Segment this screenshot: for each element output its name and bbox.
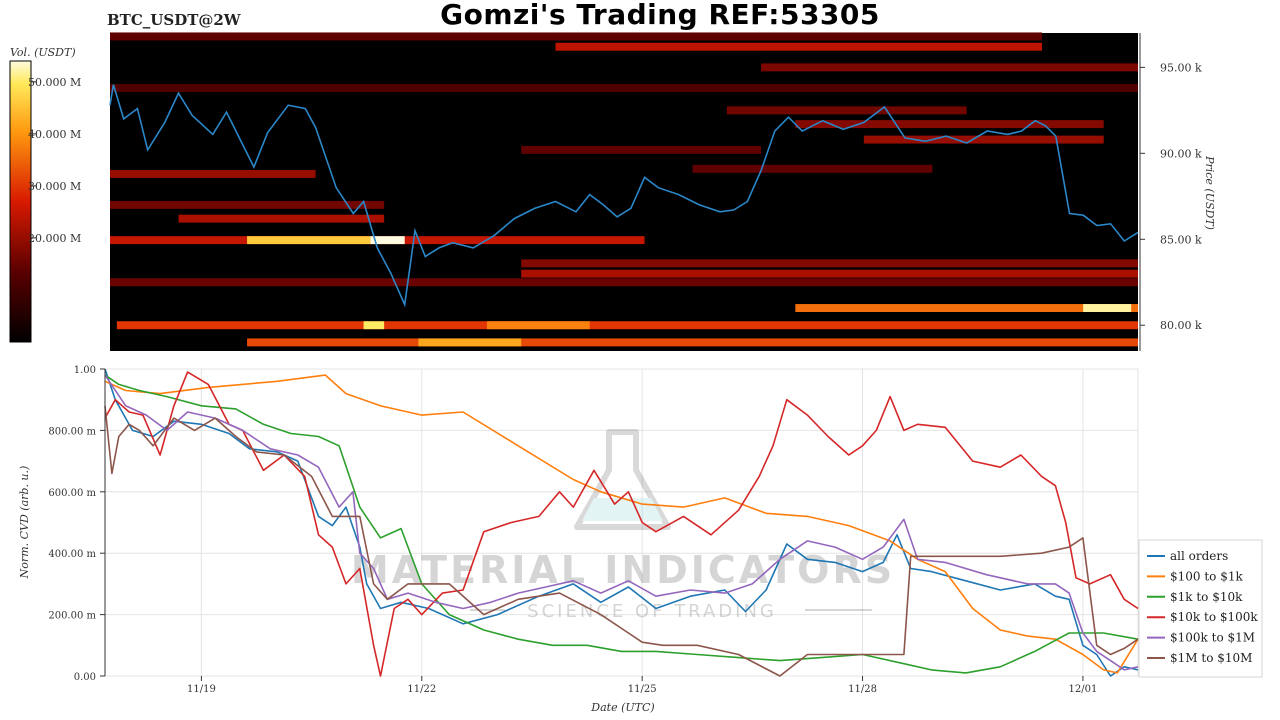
cvd-y-tick-label: 400.00 m [48, 549, 96, 560]
price-axis-tick-label: 80.00 k [1160, 319, 1202, 332]
heatmap-band [795, 120, 1104, 129]
heatmap-band [110, 84, 1138, 92]
heatmap-band [555, 42, 1043, 51]
legend: all orders $100 to $1k $1k to $10k $10k to … [1138, 539, 1263, 678]
heatmap-band [1083, 304, 1132, 313]
colorbar-tick-label: 30.000 M [28, 180, 81, 193]
legend-entry-label: $100k to $1M [1170, 631, 1255, 645]
cvd-series-line [104, 371, 1139, 677]
cvd-x-tick-label: 11/28 [848, 684, 877, 695]
colorbar-tick-label: 50.000 M [28, 76, 81, 89]
heatmap-band [692, 164, 933, 173]
legend-box [1138, 539, 1263, 678]
heatmap-band [726, 106, 967, 115]
cvd-y-tick-label: 0.00 [74, 672, 96, 683]
heatmap-band [418, 338, 522, 347]
price-line [109, 84, 1139, 308]
heatmap-band [521, 259, 1138, 268]
flask-liquid-icon [582, 498, 663, 521]
legend-entry-label: $1k to $10k [1170, 590, 1243, 604]
heatmap-band [247, 236, 371, 245]
heatmap-band [110, 169, 316, 178]
heatmap-band [761, 63, 1138, 72]
symbol-label: BTC_USDT@2W [107, 11, 241, 29]
cvd-series-line [104, 374, 1139, 674]
heatmap-band [521, 269, 1138, 278]
watermark-brand: MATERIAL INDICATORS [351, 548, 895, 592]
cvd-y-axis-label: Norm. CVD (arb. u.) [18, 466, 31, 580]
cvd-x-tick-label: 11/25 [628, 684, 657, 695]
cvd-y-tick-label: 800.00 m [48, 426, 96, 437]
heatmap-band [178, 214, 385, 223]
colorbar-label: Vol. (USDT) [10, 46, 76, 59]
cvd-plot-area [104, 368, 1139, 677]
heatmap-band [521, 145, 762, 154]
cvd-panel: MATERIAL INDICATORS SCIENCE OF TRADING 0… [18, 365, 1139, 714]
heatmap-band [110, 278, 1138, 287]
chart-title: Gomzi's Trading REF:53305 [440, 0, 880, 31]
heatmap-band [116, 321, 1138, 330]
cvd-y-tick-label: 200.00 m [48, 611, 96, 622]
heatmap-panel: 95.00 k 90.00 k 85.00 k 80.00 k Price (USDT… [109, 32, 1216, 351]
flask-icon [574, 429, 671, 530]
heatmap-band [110, 200, 385, 209]
cvd-x-tick-label: 11/19 [187, 684, 216, 695]
colorbar-tick-label: 40.000 M [28, 128, 81, 141]
heatmap-band [247, 338, 1139, 347]
legend-entry-label: $100 to $1k [1170, 569, 1243, 583]
colorbar-tick-label: 20.000 M [28, 232, 81, 245]
cvd-x-tick-label: 12/01 [1068, 684, 1097, 695]
price-axis-tick-label: 90.00 k [1160, 147, 1202, 160]
heatmap-band [486, 321, 590, 330]
heatmap-band [863, 135, 1104, 144]
cvd-series-line [104, 374, 1139, 671]
cvd-series-line [104, 368, 1139, 677]
cvd-series-line [104, 374, 1139, 674]
price-axis-tick-label: 85.00 k [1160, 233, 1202, 246]
heatmap-band [110, 32, 1043, 41]
legend-entry-label: $1M to $10M [1170, 651, 1252, 665]
price-axis-label: Price (USDT) [1203, 155, 1216, 230]
cvd-x-axis-label: Date (UTC) [590, 701, 654, 714]
cvd-series-line [104, 405, 1139, 677]
colorbar: Vol. (USDT) 50.000 M 40.000 M 30.000 M 20.0… [9, 46, 81, 343]
heatmap-band [795, 304, 1138, 313]
watermark-tagline: SCIENCE OF TRADING [527, 601, 777, 622]
cvd-y-tick-label: 600.00 m [48, 488, 96, 499]
colorbar-gradient [9, 60, 32, 343]
legend-entry-label: $10k to $100k [1170, 610, 1258, 624]
heatmap-band [363, 321, 385, 330]
cvd-x-tick-label: 11/22 [407, 684, 436, 695]
heatmap-background [110, 33, 1138, 351]
cvd-y-tick-label: 1.00 [74, 365, 96, 376]
legend-entry-label: all orders [1170, 549, 1228, 563]
heatmap-band [370, 236, 405, 245]
price-axis-tick-label: 95.00 k [1160, 61, 1202, 74]
